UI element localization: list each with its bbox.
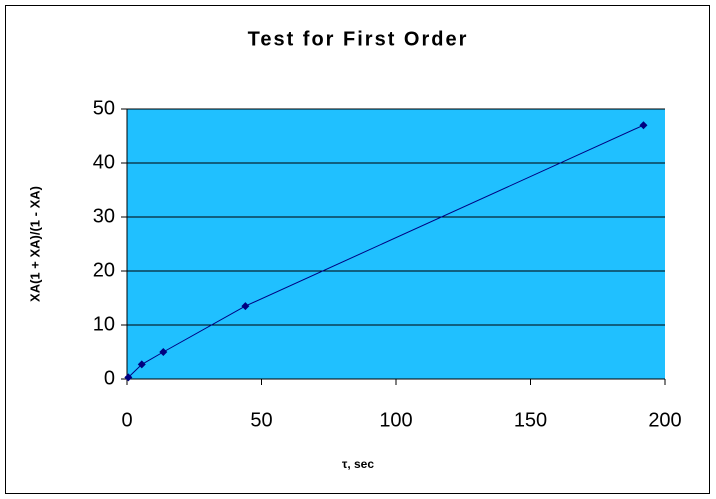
y-tick-label: 0 (104, 367, 115, 389)
x-tick-label: 0 (121, 409, 132, 431)
plot-area (127, 109, 665, 379)
x-tick-label: 50 (250, 409, 272, 431)
data-point (241, 302, 250, 311)
data-point (137, 360, 146, 369)
y-axis-label: XA(1 + XA)/(1 - XA) (27, 186, 42, 302)
y-tick-label: 20 (93, 259, 115, 281)
y-tick-label: 40 (93, 151, 115, 173)
data-point (124, 373, 133, 382)
data-point (639, 121, 648, 130)
y-tick-label: 30 (93, 205, 115, 227)
chart-title: Test for First Order (248, 28, 469, 50)
x-axis-label: τ, sec (342, 457, 374, 471)
y-tick-label: 10 (93, 313, 115, 335)
x-tick-label: 150 (514, 409, 547, 431)
x-tick-label: 200 (648, 409, 681, 431)
x-tick-label: 100 (379, 409, 412, 431)
y-tick-label: 50 (93, 97, 115, 119)
data-point (159, 348, 168, 356)
